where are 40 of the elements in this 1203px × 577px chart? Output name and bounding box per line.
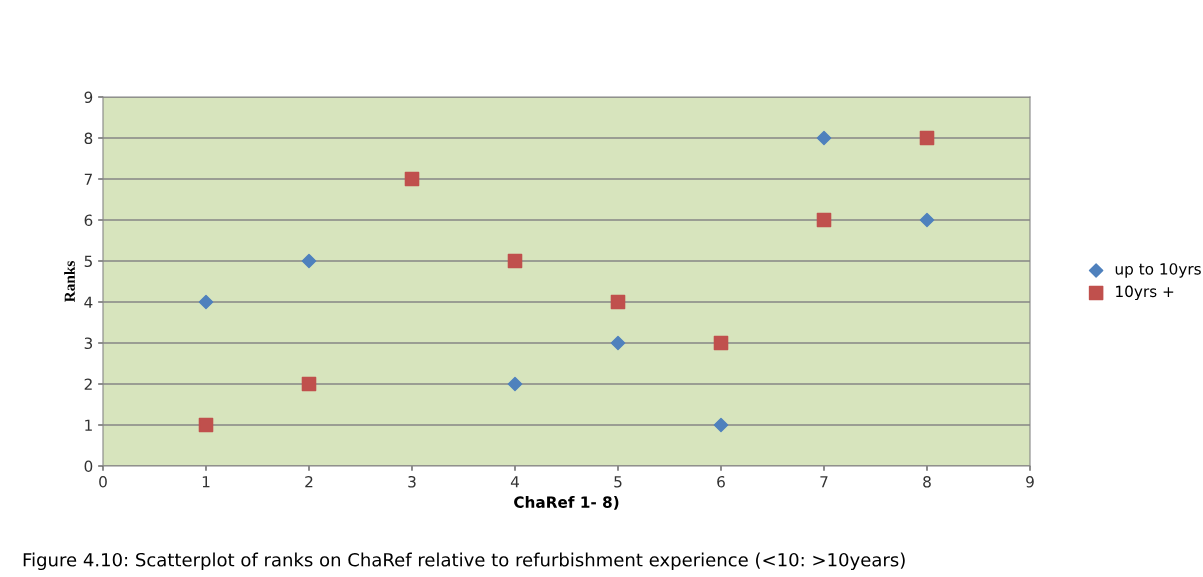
point <box>713 417 729 433</box>
point <box>610 294 626 310</box>
x-tick-label: 1 <box>202 476 210 488</box>
point <box>198 294 214 310</box>
x-tick-label: 9 <box>1026 475 1034 488</box>
x-tick-label: 7 <box>820 476 828 488</box>
y-tick-label: 2 <box>84 378 92 390</box>
point <box>301 376 317 392</box>
x-tick-label: 0 <box>99 475 107 488</box>
legend-label: 10yrs + <box>1116 285 1174 301</box>
point <box>919 212 935 228</box>
y-tick-label: 0 <box>84 460 93 473</box>
y-tick-label: 8 <box>84 132 93 145</box>
point <box>404 171 420 187</box>
legend-label: up to 10yrs <box>1115 263 1201 278</box>
y-tick-label: 3 <box>84 337 93 350</box>
y-tick-label: 1 <box>85 419 92 431</box>
point <box>919 130 935 146</box>
y-tick-label: 6 <box>84 214 93 227</box>
x-tick-label: 5 <box>614 476 622 488</box>
x-tick-label: 8 <box>923 475 931 488</box>
point <box>301 253 317 269</box>
caption: Figure 4.10: Scatterplot of ranks on ChaRef relative to refurbishment experience (<10: >10years) <box>23 552 905 571</box>
x-axis-title: ChaRef 1- 8) <box>514 496 619 510</box>
y-tick-label: 5 <box>84 255 92 268</box>
point <box>198 417 214 433</box>
y-tick-label: 4 <box>84 296 93 308</box>
x-tick-label: 6 <box>717 475 725 488</box>
x-tick-label: 3 <box>408 475 416 488</box>
x-tick-label: 2 <box>305 475 313 488</box>
y-tick-label: 7 <box>84 173 92 185</box>
point <box>713 335 729 351</box>
point <box>816 212 832 228</box>
point <box>610 335 626 351</box>
y-tick-label: 9 <box>84 91 93 104</box>
y-axis-title: Ranks <box>64 261 75 303</box>
point <box>507 376 523 392</box>
point <box>816 130 832 146</box>
x-tick-label: 4 <box>510 476 519 488</box>
point <box>507 253 523 269</box>
